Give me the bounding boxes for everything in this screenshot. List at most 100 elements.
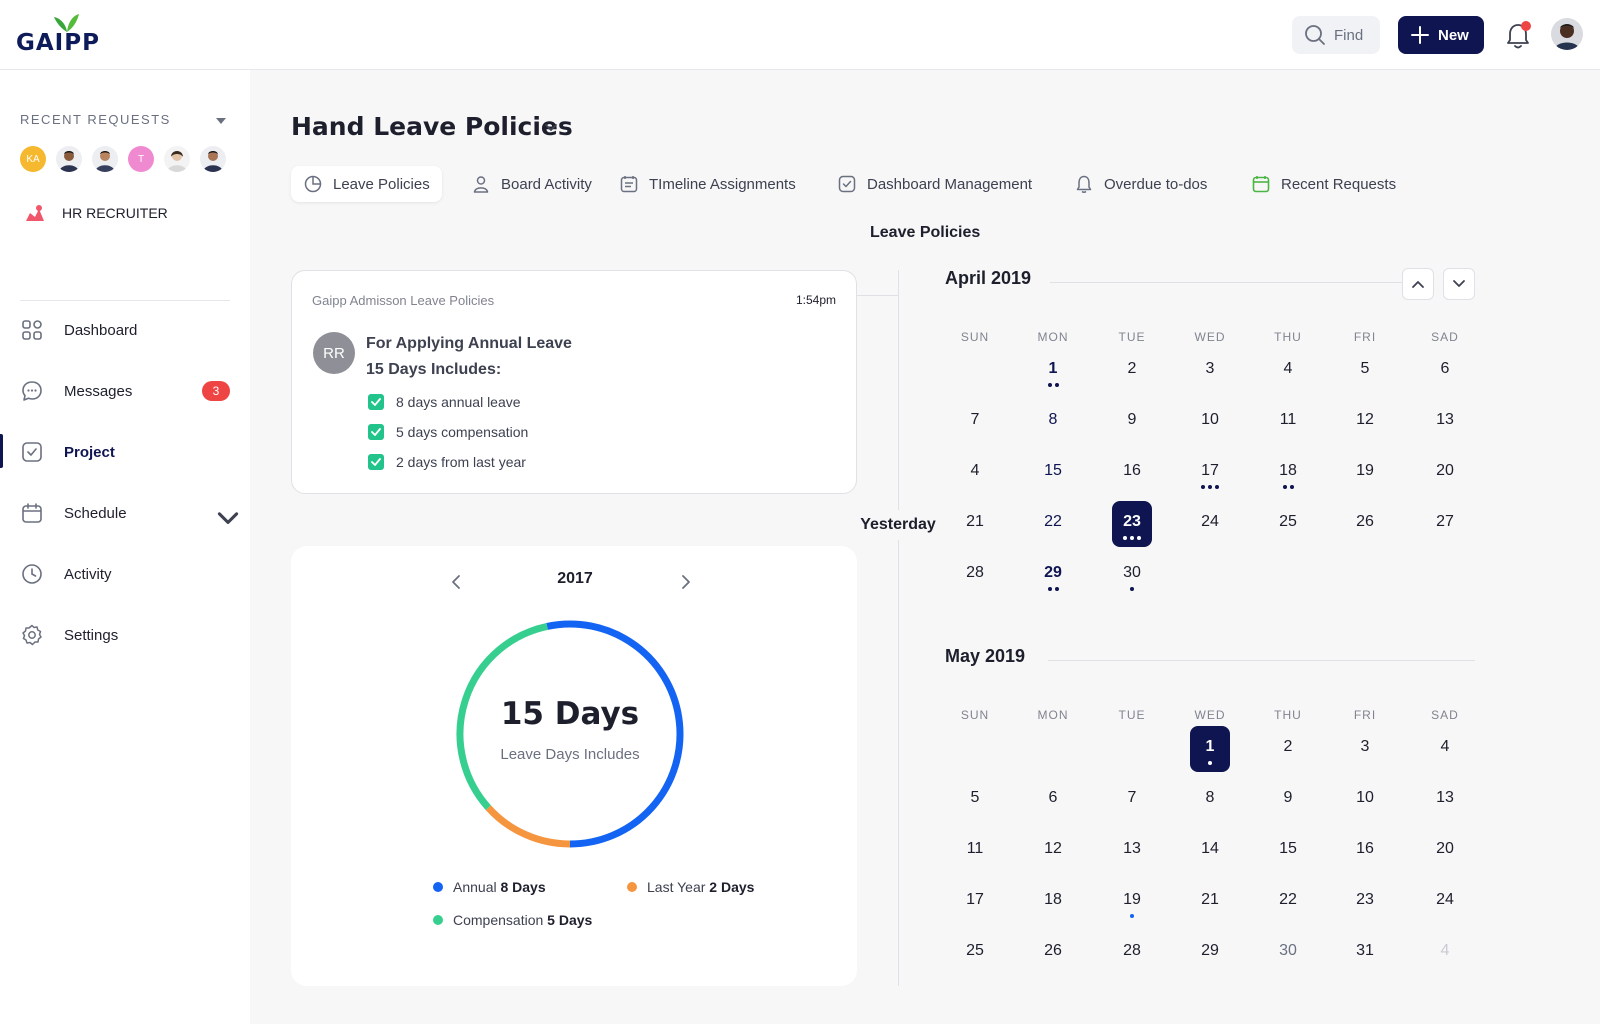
calendar-day[interactable]: 24 — [1190, 501, 1230, 547]
new-button[interactable]: New — [1398, 16, 1484, 54]
tab-overdue-todos[interactable]: Overdue to-dos — [1074, 166, 1207, 202]
calendar-day[interactable]: 16 — [1345, 828, 1385, 874]
calendar-day[interactable]: 11 — [955, 828, 995, 874]
calendar-day[interactable]: 18 — [1033, 879, 1073, 925]
tab-board-activity[interactable]: Board Activity — [471, 166, 592, 202]
calendar-day[interactable]: 13 — [1112, 828, 1152, 874]
calendar-day[interactable]: 12 — [1345, 399, 1385, 445]
chevron-down-icon — [1453, 280, 1465, 287]
tab-recent-requests[interactable]: Recent Requests — [1251, 166, 1396, 202]
find-button[interactable]: Find — [1292, 16, 1380, 54]
checkbox-checked[interactable] — [368, 454, 384, 470]
calendar-day[interactable]: 21 — [955, 501, 995, 547]
calendar-day[interactable]: 8 — [1190, 777, 1230, 823]
avatar[interactable] — [92, 146, 118, 172]
chevron-right-icon[interactable] — [681, 574, 691, 590]
calendar-day[interactable]: 1 — [1033, 348, 1073, 394]
sidebar-item-messages[interactable]: Messages 3 — [0, 371, 250, 411]
calendar-day[interactable]: 12 — [1033, 828, 1073, 874]
chevron-left-icon[interactable] — [451, 574, 461, 590]
calendar-day[interactable]: 30 — [1112, 552, 1152, 598]
calendar-day[interactable]: 9 — [1112, 399, 1152, 445]
checkbox-checked[interactable] — [368, 424, 384, 440]
calendar-day[interactable]: 10 — [1190, 399, 1230, 445]
sidebar-item-activity[interactable]: Activity — [0, 554, 250, 594]
tab-leave-policies[interactable]: Leave Policies — [291, 166, 442, 202]
calendar-day[interactable]: 20 — [1425, 828, 1465, 874]
tab-dashboard-management[interactable]: Dashboard Management — [837, 166, 1032, 202]
chevron-down-icon[interactable] — [216, 507, 240, 531]
calendar-day[interactable]: 30 — [1268, 930, 1308, 976]
calendar-day[interactable]: 11 — [1268, 399, 1308, 445]
sidebar-item-schedule[interactable]: Schedule — [0, 493, 250, 533]
calendar-day[interactable]: 13 — [1425, 399, 1465, 445]
calendar-day[interactable]: 21 — [1190, 879, 1230, 925]
checkbox-checked[interactable] — [368, 394, 384, 410]
sidebar-item-dashboard[interactable]: Dashboard — [0, 310, 250, 350]
month-next-button[interactable] — [1443, 268, 1475, 300]
avatar[interactable] — [164, 146, 190, 172]
calendar-day[interactable]: 13 — [1425, 777, 1465, 823]
calendar-day[interactable]: 1 — [1190, 726, 1230, 772]
calendar-day[interactable]: 9 — [1268, 777, 1308, 823]
event-dot — [1208, 761, 1212, 765]
calendar-day[interactable]: 20 — [1425, 450, 1465, 496]
policy-card[interactable]: Gaipp Admisson Leave Policies 1:54pm RR … — [291, 270, 857, 494]
calendar-day[interactable]: 28 — [955, 552, 995, 598]
calendar-day[interactable]: 25 — [1268, 501, 1308, 547]
month-prev-button[interactable] — [1402, 268, 1434, 300]
calendar-day[interactable]: 23 — [1345, 879, 1385, 925]
calendar-day[interactable]: 24 — [1425, 879, 1465, 925]
calendar-day[interactable]: 7 — [1112, 777, 1152, 823]
calendar-day[interactable]: 18 — [1268, 450, 1308, 496]
calendar-day[interactable]: 2 — [1268, 726, 1308, 772]
calendar-day[interactable]: 26 — [1033, 930, 1073, 976]
calendar-day[interactable]: 10 — [1345, 777, 1385, 823]
calendar-day[interactable]: 16 — [1112, 450, 1152, 496]
calendar-day[interactable]: 26 — [1345, 501, 1385, 547]
avatar[interactable]: KA — [20, 146, 46, 172]
calendar-day[interactable]: 15 — [1268, 828, 1308, 874]
calendar-day[interactable]: 22 — [1268, 879, 1308, 925]
calendar-day[interactable]: 29 — [1033, 552, 1073, 598]
donut-caption: Leave Days Includes — [500, 746, 640, 763]
calendar-day[interactable]: 17 — [1190, 450, 1230, 496]
calendar-day[interactable]: 27 — [1425, 501, 1465, 547]
calendar-day[interactable]: 4 — [955, 450, 995, 496]
calendar-day[interactable]: 3 — [1345, 726, 1385, 772]
calendar-day[interactable]: 23 — [1112, 501, 1152, 547]
calendar-day[interactable]: 6 — [1033, 777, 1073, 823]
sidebar-item-settings[interactable]: Settings — [0, 615, 250, 655]
calendar-day[interactable]: 4 — [1425, 930, 1465, 976]
calendar-day[interactable]: 3 — [1190, 348, 1230, 394]
brand-logo[interactable]: GAIPP — [16, 12, 108, 58]
calendar-day[interactable]: 8 — [1033, 399, 1073, 445]
calendar-day[interactable]: 5 — [1345, 348, 1385, 394]
calendar-day[interactable]: 25 — [955, 930, 995, 976]
calendar-day[interactable]: 31 — [1345, 930, 1385, 976]
calendar-day[interactable]: 14 — [1190, 828, 1230, 874]
calendar-day[interactable]: 7 — [955, 399, 995, 445]
hr-recruiter-role[interactable]: HR RECRUITER — [24, 203, 168, 223]
user-avatar[interactable] — [1551, 18, 1583, 50]
calendar-day[interactable]: 4 — [1268, 348, 1308, 394]
avatar[interactable] — [56, 146, 82, 172]
calendar-day[interactable]: 28 — [1112, 930, 1152, 976]
tab-timeline-assignments[interactable]: TImeline Assignments — [619, 166, 796, 202]
calendar-day[interactable]: 19 — [1112, 879, 1152, 925]
calendar-day[interactable]: 17 — [955, 879, 995, 925]
calendar-day[interactable]: 2 — [1112, 348, 1152, 394]
calendar-day[interactable]: 29 — [1190, 930, 1230, 976]
avatar[interactable]: T — [128, 146, 154, 172]
calendar-day[interactable]: 5 — [955, 777, 995, 823]
chevron-down-icon[interactable] — [544, 123, 558, 133]
avatar[interactable] — [200, 146, 226, 172]
calendar-day[interactable]: 15 — [1033, 450, 1073, 496]
recent-requests-title: RECENT REQUESTS — [20, 112, 171, 127]
recent-requests-dropdown-icon[interactable] — [216, 118, 226, 124]
calendar-day[interactable]: 19 — [1345, 450, 1385, 496]
sidebar-item-project[interactable]: Project — [0, 432, 250, 472]
calendar-day[interactable]: 4 — [1425, 726, 1465, 772]
calendar-day[interactable]: 22 — [1033, 501, 1073, 547]
calendar-day[interactable]: 6 — [1425, 348, 1465, 394]
